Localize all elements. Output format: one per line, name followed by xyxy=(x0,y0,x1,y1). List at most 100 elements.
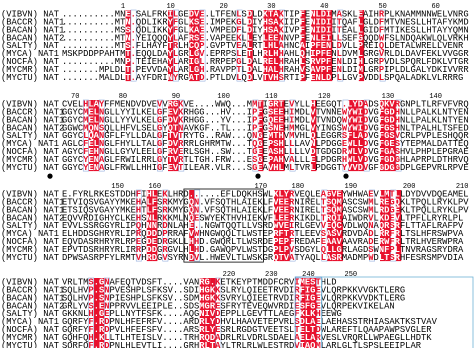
sequence-row: DPWSASRPFYLRMTVHRDGVSYRNDVL.HWEVLTLWSKGR… xyxy=(62,253,464,263)
conserved-column xyxy=(385,100,391,172)
ruler-number: 30 xyxy=(267,3,275,11)
sequence-name: (MYCMR) NAT xyxy=(1,65,59,75)
conserved-column xyxy=(321,10,327,82)
similar-column-box xyxy=(363,99,370,172)
sequence-row: ..........MSS.QDLIKKYFGLKAE.VMPEDFLDIYHS… xyxy=(62,25,469,35)
similar-column-box xyxy=(135,189,142,262)
sequence-row: AGLCFELNGLFHYLLTALGFDVRRRLGHRMTW...TQGEP… xyxy=(62,139,469,149)
similar-column-box xyxy=(252,99,259,172)
ruler-number: 100 xyxy=(217,93,230,101)
sequence-row: MSKPDDPPAHTMT.EQQLDAYLGRLGV.EPRPSLETLHRL… xyxy=(62,49,469,59)
sequence-name: (NOCFA) NAT xyxy=(1,325,59,335)
similar-column-box xyxy=(82,99,89,172)
conserved-column xyxy=(311,100,317,172)
position-dot xyxy=(255,173,261,179)
conserved-column xyxy=(327,190,333,262)
sequence-row: GQHFQH.KLLTLHTEISLV....TRHRQDADRLRLVDRLS… xyxy=(62,333,432,343)
similar-column-box xyxy=(157,99,163,172)
conserved-column xyxy=(395,190,402,262)
conserved-column xyxy=(390,100,396,172)
sequence-row: SQLHVP.SNPVESHPLSFKSV..SDIHGKKSLRYLQIEET… xyxy=(62,286,405,296)
conserved-column xyxy=(258,100,264,172)
conserved-column xyxy=(305,278,312,348)
sequence-name: (MYCTU) NAT xyxy=(1,73,59,83)
sequence-name: (BACAN) NAT2 xyxy=(1,33,64,43)
similar-column-box xyxy=(199,9,206,82)
similar-column-box xyxy=(173,9,179,82)
similar-column-box xyxy=(88,277,95,348)
ruler-number: 150 xyxy=(111,183,124,191)
conserved-column xyxy=(152,190,158,262)
conserved-column xyxy=(268,100,274,172)
ruler-number: 200 xyxy=(403,183,416,191)
conserved-column xyxy=(210,278,216,348)
sequence-name: (MYCMR) NAT xyxy=(1,333,59,343)
sequence-row: GGYCLQANGFLFYLLDALGFTVTRYTG..RAW...QNGEM… xyxy=(62,131,469,141)
sequence-row: EPVTDSRHRYRLIRRPDDGRGVLHLHD.GAWQPVLWSTDG… xyxy=(62,245,464,255)
sequence-name: (MYCMR) NAT xyxy=(1,155,59,165)
sequence-name: (MYCTU) NAT xyxy=(1,163,59,173)
similar-column-box xyxy=(369,189,375,262)
similar-column-box xyxy=(279,9,285,82)
conserved-column xyxy=(385,190,391,262)
sequence-row: .......MALDLT.AYFDRINYRGATD.PTLDVLQDLVTV… xyxy=(62,73,463,83)
conserved-column xyxy=(300,278,306,348)
conserved-column xyxy=(358,100,365,172)
conserved-column xyxy=(337,190,343,262)
conserved-column xyxy=(380,190,386,262)
sequence-name: (VIBVN) NAT xyxy=(1,190,59,200)
sequence-name: (MYCA) NAT1 xyxy=(1,49,59,59)
ruler-number: 170 xyxy=(254,183,267,191)
sequence-row: SQRFQF.RDPNLHLEVTLI....GRHRLTAYLTRLRLWLE… xyxy=(62,341,422,348)
sequence-name: (SALTY) NAT xyxy=(1,221,59,231)
similar-column-box xyxy=(342,99,349,172)
sequence-row: EQVDASRHRYRLRPEGDEDRGKLLHHD.GWQRLTLWSRDE… xyxy=(62,237,464,247)
similar-column-box xyxy=(321,189,328,262)
ruler-number: 160 xyxy=(148,183,161,191)
ruler-number: 40 xyxy=(320,3,328,11)
similar-column-box xyxy=(194,189,201,262)
sequence-name: (SALTY) NAT xyxy=(1,131,59,141)
conserved-column xyxy=(353,100,359,172)
conserved-column xyxy=(99,278,105,348)
conserved-column xyxy=(279,100,285,172)
conserved-column xyxy=(274,10,280,82)
ruler-number: 230 xyxy=(265,271,278,279)
sequence-row: AGYCFEHNGLLGYVLEELGFRVERLSGH..SW...TGEEA… xyxy=(62,147,469,157)
conserved-column xyxy=(189,10,195,82)
sequence-name: (NOCFA) NAT xyxy=(1,147,59,157)
similar-column-box xyxy=(379,9,386,82)
conserved-column xyxy=(173,100,179,172)
conserved-column xyxy=(194,10,200,82)
sequence-name: (BACAN) NAT2 xyxy=(1,213,64,223)
sequence-name: (BACCR) NAT1 xyxy=(1,286,64,296)
similar-column-box xyxy=(395,99,402,172)
similar-column-box xyxy=(98,99,105,172)
sequence-name: (BACAN) NAT2 xyxy=(1,301,64,311)
sequence-name: (VIBVN) NAT xyxy=(1,10,59,20)
ruler-number: 70 xyxy=(71,93,79,101)
conserved-column xyxy=(199,278,206,348)
sequence-row: ELHDDSGHRYRLIPRQDDDPRRAFVWHNGWQQLTLWSTEP… xyxy=(62,229,464,239)
position-dot xyxy=(47,173,53,179)
region-box xyxy=(183,188,264,263)
sequence-row: GQRFYF.RDPVLHFEFSFV....ARSRLYESRLRGDGTVE… xyxy=(62,325,432,335)
conserved-column xyxy=(93,278,100,348)
ruler-number: 110 xyxy=(265,93,278,101)
sequence-row: ETVIQSVGAYYMKEHALFSRKMYGQN.VFSQTHLAIEKLF… xyxy=(62,198,469,208)
sequence-name: (BACCR) NAT1 xyxy=(1,18,64,28)
sequence-name: (BACAN) NAT2 xyxy=(1,123,64,133)
conserved-column xyxy=(268,10,274,82)
ruler-number: 180 xyxy=(292,183,305,191)
sequence-row: ..........MNE.SALFRKILGEDVE.LTFENLSDLDKT… xyxy=(62,10,469,20)
conserved-column xyxy=(332,190,338,262)
ruler-number: 50 xyxy=(378,3,386,11)
sequence-name: (MYCA) NAT1 xyxy=(1,229,59,239)
sequence-row: GQRFYF.RDPNLHFEFRFV....ARDRLYDHVLHAAVETE… xyxy=(62,317,438,327)
decoration-layer xyxy=(47,173,474,348)
sequence-row: GRLYVS.ENPPRVVLEEIPLE..SDSMGRESFRYTEVEQW… xyxy=(62,301,395,311)
sequence-row: ..........MTN.QDLIKRYFGLKSE.IMPEKGLDIYHS… xyxy=(62,18,469,28)
conserved-column xyxy=(125,10,131,82)
ruler-number: 120 xyxy=(318,93,331,101)
